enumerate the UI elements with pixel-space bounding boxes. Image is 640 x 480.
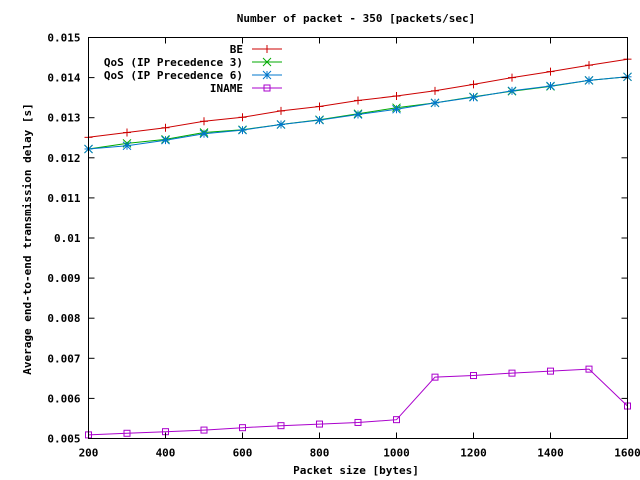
x-tick-label: 1000: [383, 447, 410, 460]
y-tick-label: 0.013: [47, 112, 80, 125]
y-tick-label: 0.006: [47, 392, 80, 405]
data-point: [199, 129, 209, 139]
data-point: [585, 61, 593, 70]
data-point: [393, 416, 400, 424]
data-point: [547, 367, 554, 375]
data-point: [123, 429, 131, 437]
data-point: [315, 102, 324, 111]
data-point: [508, 73, 516, 82]
y-tick-label: 0.014: [47, 72, 80, 85]
data-point: [238, 125, 247, 135]
chart-title: Number of packet - 350 [packets/sec]: [237, 12, 475, 25]
data-point: [238, 113, 247, 122]
legend-marker: [263, 45, 271, 53]
x-axis-label: Packet size [bytes]: [293, 464, 419, 477]
legend-label: QoS (IP Precedence 6): [104, 69, 243, 82]
data-point: [276, 120, 286, 129]
data-point: [431, 373, 439, 381]
x-tick-label: 1400: [537, 447, 564, 460]
y-tick-label: 0.011: [47, 192, 80, 205]
legend-label: QoS (IP Precedence 3): [104, 56, 243, 69]
y-tick-label: 0.007: [47, 352, 80, 365]
data-point: [316, 420, 323, 428]
legend-marker: [262, 70, 272, 80]
data-point: [277, 422, 285, 430]
x-tick-label: 800: [310, 447, 330, 460]
data-point: [315, 115, 324, 125]
y-tick-label: 0.005: [47, 433, 80, 446]
x-tick-label: 1200: [460, 447, 487, 460]
data-point: [508, 369, 516, 377]
data-point: [277, 106, 285, 115]
data-point: [469, 92, 478, 102]
y-tick-label: 0.012: [47, 152, 80, 165]
data-point: [470, 372, 477, 380]
data-point: [123, 128, 131, 137]
x-tick-label: 1600: [614, 447, 640, 460]
legend-marker: [262, 57, 272, 67]
data-point: [200, 426, 208, 434]
data-point: [354, 418, 362, 426]
legend-label: BE: [230, 43, 243, 56]
data-point: [431, 86, 439, 95]
data-point: [200, 117, 208, 126]
data-point: [546, 67, 555, 76]
data-point: [161, 135, 170, 145]
data-point: [354, 96, 362, 105]
axis-ticks: 200 400 600 800 1000 1200 1400 1600 0.005 0.006 0.…: [47, 32, 640, 460]
x-tick-label: 400: [156, 447, 176, 460]
data-point: [585, 365, 593, 373]
data-point: [584, 76, 594, 85]
y-tick-label: 0.01: [54, 232, 81, 245]
series-line: [88, 368, 628, 436]
data-point: [507, 86, 517, 96]
x-tick-label: 200: [79, 447, 99, 460]
data-point: [469, 80, 478, 89]
data-point: [546, 81, 555, 91]
legend-marker: [263, 84, 271, 92]
series-0: [84, 55, 632, 142]
y-tick-label: 0.009: [47, 272, 80, 285]
legend-label: INAME: [210, 82, 243, 95]
data-point: [239, 424, 246, 432]
data-point: [430, 98, 440, 108]
data-point: [392, 104, 401, 114]
data-point: [161, 123, 170, 132]
data-point: [122, 141, 132, 151]
y-tick-label: 0.008: [47, 312, 80, 325]
data-point: [392, 92, 401, 101]
y-axis-label: Average end-to-end transmission delay [s…: [21, 103, 34, 375]
data-point: [353, 110, 363, 119]
x-tick-label: 600: [233, 447, 253, 460]
y-tick-label: 0.015: [47, 32, 80, 45]
